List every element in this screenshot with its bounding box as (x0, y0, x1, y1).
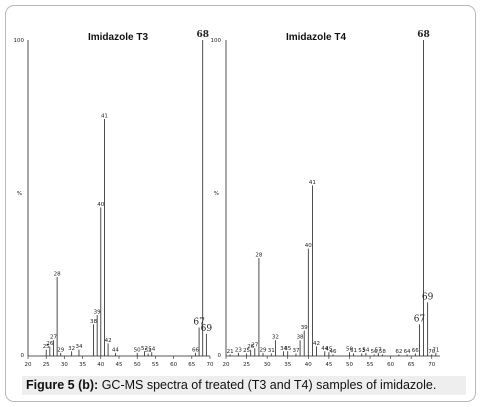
chart1-peak-label: 28 (54, 272, 61, 278)
chart2-x-tick-label: 70 (428, 362, 435, 368)
chart1-peak-label: 54 (148, 347, 155, 353)
chart2-peak-label: 54 (362, 347, 369, 353)
chart2-peak-label: 69 (422, 292, 434, 302)
caption-label: Figure 5 (b): (26, 378, 99, 392)
chart2-peak-label: 29 (260, 347, 267, 353)
chart1-peak-label: 68 (196, 30, 209, 40)
chart1-peak-label: 42 (105, 338, 112, 344)
chart2-peak-label: 40 (305, 243, 312, 249)
chart2-peak-label: 31 (268, 348, 275, 354)
chart2-peak-label: 21 (227, 349, 234, 355)
chart2-peak-label: 32 (272, 335, 279, 341)
chart1-y-tick-label: 0 (21, 353, 25, 359)
chart2-peak-label: 57 (375, 347, 382, 353)
chart1-x-tick-label: 30 (61, 362, 68, 368)
chart2-peak-label: 44 (321, 346, 328, 352)
chart1-peak-label: 50 (134, 347, 141, 353)
chart-imidazole-t4: Imidazole T4 100 0% 20 25 30 35 40 45 50 55 60 65 70 2… (211, 30, 440, 368)
chart1-x-tick-label: 35 (79, 362, 86, 368)
chart1-x-tick-label: 50 (134, 362, 141, 368)
chart2-peak-label: 58 (379, 349, 386, 355)
chart2-x-tick-label: 45 (325, 362, 332, 368)
chart1-peak-label: 38 (90, 319, 97, 325)
chart2-y-tick-label: 100 (211, 38, 222, 44)
caption-text: GC-MS spectra of treated (T3 and T4) sam… (98, 378, 437, 392)
chart1-peak-label: 52 (141, 346, 148, 352)
chart2-x-tick-label: 20 (223, 362, 230, 368)
chart2-peak-label: 51 (350, 348, 357, 354)
chart1-peak-label: 44 (112, 347, 119, 353)
chart2-title: Imidazole T4 (286, 32, 346, 43)
chart2-peak-label: 53 (358, 348, 365, 354)
chart2-peak-label: 62 (395, 349, 402, 355)
chart1-peak-label: 29 (57, 347, 64, 353)
chart2-x-tick-label: 40 (305, 362, 312, 368)
figure-caption: Figure 5 (b): GC-MS spectra of treated (… (22, 376, 466, 395)
chart2-y-tick-label: 0 (218, 353, 222, 359)
chart2-x-tick-label: 55 (367, 362, 374, 368)
chart2-peak-label: 46 (330, 349, 337, 355)
chart2-peak-label: 27 (251, 343, 258, 349)
chart1-y-axis-label: % (17, 191, 22, 197)
chart2-x-tick-label: 30 (264, 362, 271, 368)
chart2-peak-label: 64 (404, 349, 411, 355)
chart2-peak-label: 23 (235, 347, 242, 353)
chart2-x-tick-label: 50 (346, 362, 353, 368)
chart2-peak-label: 28 (255, 253, 262, 259)
chart1-peak-label: 34 (75, 344, 82, 350)
chart-imidazole-t3: Imidazole T3 100 0% 20 25 30 35 40 45 50 55 60 65 70 2… (14, 30, 214, 368)
chart1-peak-label: 39 (94, 309, 101, 315)
chart2-peak-label: 56 (371, 349, 378, 355)
chart1-peak-label: 27 (50, 335, 57, 341)
chart2-x-tick-label: 35 (284, 362, 291, 368)
chart2-x-tick-label: 60 (387, 362, 394, 368)
chart2-peak-label: 71 (432, 347, 439, 353)
chart1-x-tick-label: 55 (152, 362, 159, 368)
chart2-peak-label: 70 (428, 349, 435, 355)
chart2-peak-label: 42 (313, 341, 320, 347)
chart1-peak-label: 25 (43, 344, 50, 350)
chart1-peak-label: 26 (46, 341, 53, 347)
chart1-x-tick-label: 25 (43, 362, 50, 368)
chart2-peak-label: 35 (284, 346, 291, 352)
chart2-y-axis-label: % (214, 191, 219, 197)
chart1-peak-label: 41 (101, 114, 108, 120)
chart2-peak-label: 25 (243, 348, 250, 354)
chart2-peak-label: 39 (301, 325, 308, 331)
chart1-x-tick-label: 45 (116, 362, 123, 368)
chart2-x-tick-label: 65 (408, 362, 415, 368)
chart1-peak-label: 67 (193, 318, 205, 328)
chart2-peak-label: 26 (247, 344, 254, 350)
figure-frame (5, 5, 476, 402)
chart1-x-tick-label: 70 (207, 362, 214, 368)
chart2-peak-label: 68 (417, 30, 430, 40)
chart2-peak-label: 34 (280, 346, 287, 352)
chart2-peak-label: 45 (325, 347, 332, 353)
chart1-y-tick-label: 100 (14, 38, 25, 44)
chart2-peak-label: 67 (414, 314, 426, 324)
chart1-peak-label: 32 (68, 346, 75, 352)
chart2-x-tick-label: 25 (243, 362, 250, 368)
chart1-peak-label: 66 (192, 347, 199, 353)
chart2-peak-label: 50 (346, 347, 353, 353)
chart2-peak-label: 66 (412, 348, 419, 354)
chart1-peak-label: 53 (145, 348, 152, 354)
chart2-peak-label: 37 (292, 348, 299, 354)
chart1-peak-label: 40 (97, 202, 104, 208)
chart1-peak-label: 69 (201, 324, 213, 334)
chart2-peak-label: 38 (297, 335, 304, 341)
chart1-x-tick-label: 60 (170, 362, 177, 368)
chart1-x-tick-label: 20 (25, 362, 32, 368)
chart1-x-tick-label: 40 (97, 362, 104, 368)
chart2-peak-label: 41 (309, 180, 316, 186)
chart1-x-tick-label: 65 (188, 362, 195, 368)
chart1-title: Imidazole T3 (88, 32, 148, 43)
